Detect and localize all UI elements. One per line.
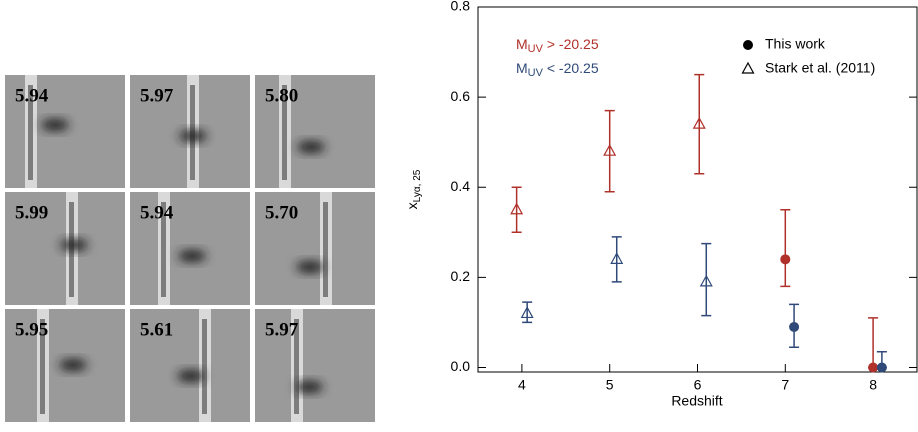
stamp-streak-dark	[323, 202, 328, 297]
stamp-source	[178, 250, 206, 262]
x-tick-label: 5	[606, 377, 614, 393]
y-tick-label: 0.4	[451, 178, 471, 194]
stamp-label: 5.97	[140, 85, 174, 106]
stamp-label: 5.99	[15, 202, 48, 223]
stamp-label: 5.70	[265, 202, 298, 223]
legend-rest: < -20.25	[543, 60, 599, 76]
stamp-source	[297, 141, 325, 153]
legend-rest: > -20.25	[543, 36, 599, 52]
y-tick-label: 0.6	[451, 88, 471, 104]
stamp-label: 5.94	[140, 202, 174, 223]
x-tick-label: 4	[518, 377, 526, 393]
stamp-streak-dark	[294, 319, 299, 414]
legend-label: Stark et al. (2011)	[765, 60, 875, 76]
stamp-image	[255, 75, 375, 188]
data-point	[692, 116, 706, 129]
error-bar	[522, 301, 533, 324]
stamp-streak-dark	[161, 202, 166, 297]
y-tick-label: 0.8	[451, 0, 471, 14]
legend-main: M	[516, 36, 528, 52]
y-tick-label: 0.2	[451, 268, 471, 284]
error-bar	[694, 73, 705, 175]
stamp-source	[295, 381, 323, 393]
legend-sub: UV	[528, 43, 544, 55]
legend-main: M	[516, 60, 528, 76]
y-tick-label: 0.0	[451, 358, 471, 374]
chart: 0.0 0.2 0.4 0.6 0.8 4 5 6 7 8 Redshift xLyα, 25 MUV …	[404, 0, 918, 409]
error-bar	[611, 236, 622, 283]
stamp-streak-dark	[202, 319, 207, 414]
y-label-sub: Lyα, 25	[412, 169, 423, 202]
stamp-label: 5.97	[265, 319, 299, 340]
stamp-label: 5.94	[15, 85, 49, 106]
error-bar	[511, 186, 522, 234]
data-point	[610, 252, 624, 264]
stamp-source	[59, 359, 87, 371]
legend-sub: UV	[528, 67, 544, 79]
legend-text: MUV < -20.25	[516, 60, 599, 79]
stamp-label: 5.61	[140, 319, 173, 340]
y-label-main: x	[404, 202, 420, 209]
stamp-label: 5.95	[15, 319, 48, 340]
legend-label: This work	[765, 36, 826, 52]
stamp-source	[179, 130, 207, 142]
data-point	[868, 362, 879, 373]
data-point	[780, 254, 791, 265]
x-axis-label: Redshift	[671, 393, 722, 409]
error-bar	[780, 209, 791, 288]
stamp-streak-dark	[28, 85, 33, 180]
data-point	[789, 321, 800, 332]
stamp-source	[296, 261, 324, 273]
stamp-image	[130, 309, 250, 422]
legend-text: MUV > -20.25	[516, 36, 599, 55]
data-point	[510, 202, 524, 215]
stamp-streak-dark	[40, 319, 45, 414]
x-tick-label: 6	[694, 377, 702, 393]
stamp-label: 5.80	[265, 85, 298, 106]
y-axis-label: xLyα, 25	[404, 169, 423, 209]
data-point	[876, 362, 887, 373]
data-point	[699, 274, 713, 287]
legend-marker	[743, 40, 753, 50]
stamp-source	[177, 370, 205, 382]
error-bar	[701, 242, 712, 317]
stamp-image	[255, 192, 375, 305]
stamp-grid: 5.94 5.97 5.80 5.99 5.94 5.70 5.95 5.61 5.97	[5, 75, 375, 422]
data-point	[520, 306, 534, 319]
legend-marker	[741, 61, 755, 74]
stamp-source	[60, 239, 88, 251]
data-point	[603, 143, 617, 156]
stamp-source	[41, 119, 69, 131]
error-bar	[604, 109, 615, 193]
x-tick-label: 8	[869, 377, 877, 393]
stamp-streak-dark	[282, 85, 287, 180]
stamp-image	[130, 192, 250, 305]
x-tick-label: 7	[781, 377, 789, 393]
error-bar	[868, 317, 879, 369]
stamp-image	[255, 309, 375, 422]
